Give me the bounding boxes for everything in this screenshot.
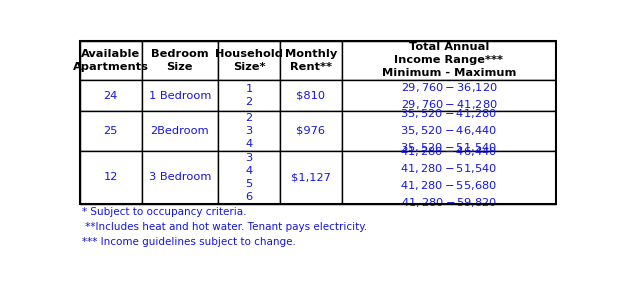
Bar [280,40,342,80]
Bar [342,151,556,204]
Bar [142,80,218,111]
Bar [142,111,218,151]
Bar [342,80,556,111]
Text: $976: $976 [297,126,326,136]
Text: 3
4
5
6: 3 4 5 6 [245,153,253,202]
Text: $810: $810 [297,91,326,101]
Text: 2Bedroom: 2Bedroom [150,126,209,136]
Bar [80,80,142,111]
Text: 1 Bedroom: 1 Bedroom [149,91,211,101]
Text: $1,127: $1,127 [291,173,331,182]
Text: **Includes heat and hot water. Tenant pays electricity.: **Includes heat and hot water. Tenant pa… [82,222,368,232]
Text: $41,280 - $46,440
$41,280 - $51,540
$41,280 - $55,680
$41,280 - $59,820: $41,280 - $46,440 $41,280 - $51,540 $41,… [400,146,498,210]
Text: Available
Apartments: Available Apartments [73,49,149,72]
Text: 25: 25 [103,126,118,136]
Bar [280,80,342,111]
Bar [280,151,342,204]
Bar [80,151,142,204]
Bar [218,111,280,151]
Bar [280,111,342,151]
Text: Monthly
Rent**: Monthly Rent** [285,49,337,72]
Text: Bedroom
Size: Bedroom Size [151,49,209,72]
Text: 1
2: 1 2 [245,84,253,107]
Bar [80,40,142,80]
Text: *** Income guidelines subject to change.: *** Income guidelines subject to change. [82,237,296,247]
Text: Household
Size*: Household Size* [215,49,283,72]
Text: * Subject to occupancy criteria.: * Subject to occupancy criteria. [82,207,247,217]
Text: 12: 12 [103,173,118,182]
Bar [218,80,280,111]
Text: $29,760 - $36,120
$29,760 - $41,280: $29,760 - $36,120 $29,760 - $41,280 [400,81,497,111]
Bar [142,40,218,80]
Text: 24: 24 [103,91,118,101]
Bar [80,40,556,204]
Bar [218,151,280,204]
Bar [142,151,218,204]
Text: $35,520 - $41,280
$35,520 - $46,440
$35,520 - $51,540: $35,520 - $41,280 $35,520 - $46,440 $35,… [400,107,498,155]
Bar [342,40,556,80]
Bar [218,40,280,80]
Text: Total Annual
Income Range***
Minimum - Maximum: Total Annual Income Range*** Minimum - M… [382,42,516,79]
Text: 2
3
4: 2 3 4 [245,113,253,149]
Bar [80,111,142,151]
Bar [342,111,556,151]
Text: 3 Bedroom: 3 Bedroom [149,173,211,182]
